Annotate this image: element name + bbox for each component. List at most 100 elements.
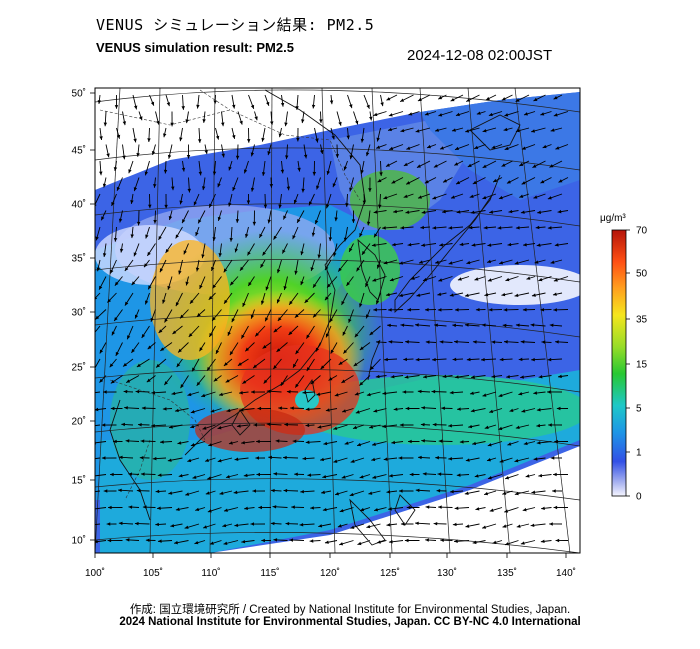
wind-arrowhead	[504, 509, 509, 513]
wind-arrowhead	[228, 202, 232, 207]
wind-arrowhead	[373, 210, 378, 214]
wind-arrowhead	[138, 422, 142, 427]
wind-arrowhead	[261, 538, 265, 543]
wind-arrowhead	[251, 390, 255, 394]
wind-arrowhead	[404, 375, 409, 379]
wind-arrowhead	[310, 267, 314, 272]
wind-arrowhead	[151, 390, 155, 395]
wind-arrowhead	[553, 113, 558, 117]
wind-arrowhead	[538, 473, 543, 478]
wind-arrowhead	[489, 409, 494, 413]
wind-arrowhead	[195, 267, 200, 272]
longitude-label: 105˚	[143, 567, 163, 579]
wind-arrowhead	[393, 407, 398, 411]
wind-arrowhead	[135, 389, 140, 394]
wind-arrowhead	[241, 539, 246, 544]
wind-arrowhead	[171, 391, 176, 396]
credit-line: 作成: 国立環境研究所 / Created by National Instit…	[129, 604, 571, 616]
wind-arrowhead	[232, 186, 236, 191]
wind-arrowhead	[404, 538, 409, 543]
wind-arrowhead	[489, 210, 494, 214]
wind-arrowhead	[388, 113, 393, 117]
wind-arrowhead	[464, 491, 469, 495]
wind-arrowhead	[373, 409, 378, 413]
wind-arrowhead	[136, 152, 140, 157]
wind-arrowhead	[371, 457, 376, 462]
wind-arrowhead	[269, 184, 274, 188]
wind-arrowhead	[439, 243, 444, 247]
wind-arrowhead	[547, 226, 552, 230]
wind-arrowhead	[533, 195, 538, 199]
wind-arrowhead	[232, 134, 236, 139]
wind-arrowhead	[289, 538, 294, 542]
wind-arrowhead	[294, 270, 298, 275]
wind-arrowhead	[95, 407, 99, 412]
wind-arrowhead	[243, 473, 248, 478]
wind-arrowhead	[261, 137, 265, 142]
wind-arrowhead	[261, 172, 266, 176]
wind-arrowhead	[245, 233, 249, 238]
wind-arrowhead	[388, 474, 393, 478]
wind-arrowhead	[417, 195, 422, 199]
colorbar-level-label: 35	[636, 315, 648, 326]
wind-arrowhead	[341, 379, 346, 383]
wind-arrowhead	[325, 266, 329, 271]
wind-arrowhead	[133, 105, 138, 110]
wind-arrowhead	[549, 522, 553, 526]
longitude-label: 135˚	[497, 567, 517, 579]
wind-arrowhead	[369, 331, 374, 336]
wind-arrowhead	[99, 136, 103, 140]
wind-arrowhead	[488, 112, 493, 117]
wind-arrowhead	[130, 234, 134, 239]
wind-arrowhead	[155, 522, 159, 527]
wind-arrowhead	[165, 248, 170, 253]
wind-arrowhead	[503, 308, 508, 312]
wind-arrowhead	[359, 303, 363, 308]
wind-arrowhead	[437, 308, 442, 312]
wind-arrowhead	[329, 100, 334, 105]
wind-arrowhead	[278, 133, 283, 138]
wind-arrowhead	[124, 267, 129, 272]
wind-arrowhead	[452, 357, 457, 362]
wind-arrowhead	[349, 247, 353, 252]
wind-arrowhead	[470, 210, 475, 215]
wind-arrowhead	[253, 364, 257, 369]
wind-arrowhead	[184, 525, 189, 529]
colorbar-level-label: 1	[636, 448, 642, 459]
wind-arrowhead	[156, 120, 160, 125]
wind-arrowhead	[376, 145, 381, 149]
wind-arrowhead	[142, 505, 147, 509]
wind-arrowhead	[248, 282, 252, 287]
wind-arrowhead	[179, 200, 183, 205]
wind-arrowhead	[402, 390, 407, 394]
wind-arrowhead	[556, 406, 561, 411]
wind-arrowhead	[389, 146, 394, 150]
wind-vector	[95, 457, 101, 460]
wind-arrowhead	[400, 522, 405, 526]
wind-arrowhead	[481, 323, 486, 327]
wind-arrowhead	[300, 489, 304, 494]
wind-arrowhead	[498, 426, 503, 431]
wind-arrowhead	[432, 357, 436, 362]
wind-arrowhead	[491, 145, 496, 149]
wind-arrowhead	[211, 266, 215, 271]
latitude-label: 45˚	[72, 145, 86, 157]
wind-arrowhead	[417, 389, 422, 394]
wind-arrowhead	[424, 180, 429, 184]
wind-arrowhead	[418, 260, 423, 264]
wind-arrowhead	[227, 331, 231, 336]
wind-arrowhead	[293, 199, 298, 204]
wind-arrowhead	[196, 313, 201, 317]
wind-arrowhead	[518, 357, 523, 362]
wind-arrowhead	[316, 392, 321, 396]
wind-arrowhead	[162, 299, 166, 304]
wind-arrowhead	[435, 260, 440, 264]
wind-arrowhead	[399, 423, 404, 427]
wind-arrowhead	[371, 243, 376, 247]
wind-arrowhead	[468, 424, 473, 429]
wind-arrowhead	[326, 170, 331, 175]
wind-arrowhead	[305, 423, 310, 428]
wind-vector	[95, 507, 107, 510]
wind-arrowhead	[134, 314, 139, 319]
wind-arrowhead	[431, 389, 436, 394]
